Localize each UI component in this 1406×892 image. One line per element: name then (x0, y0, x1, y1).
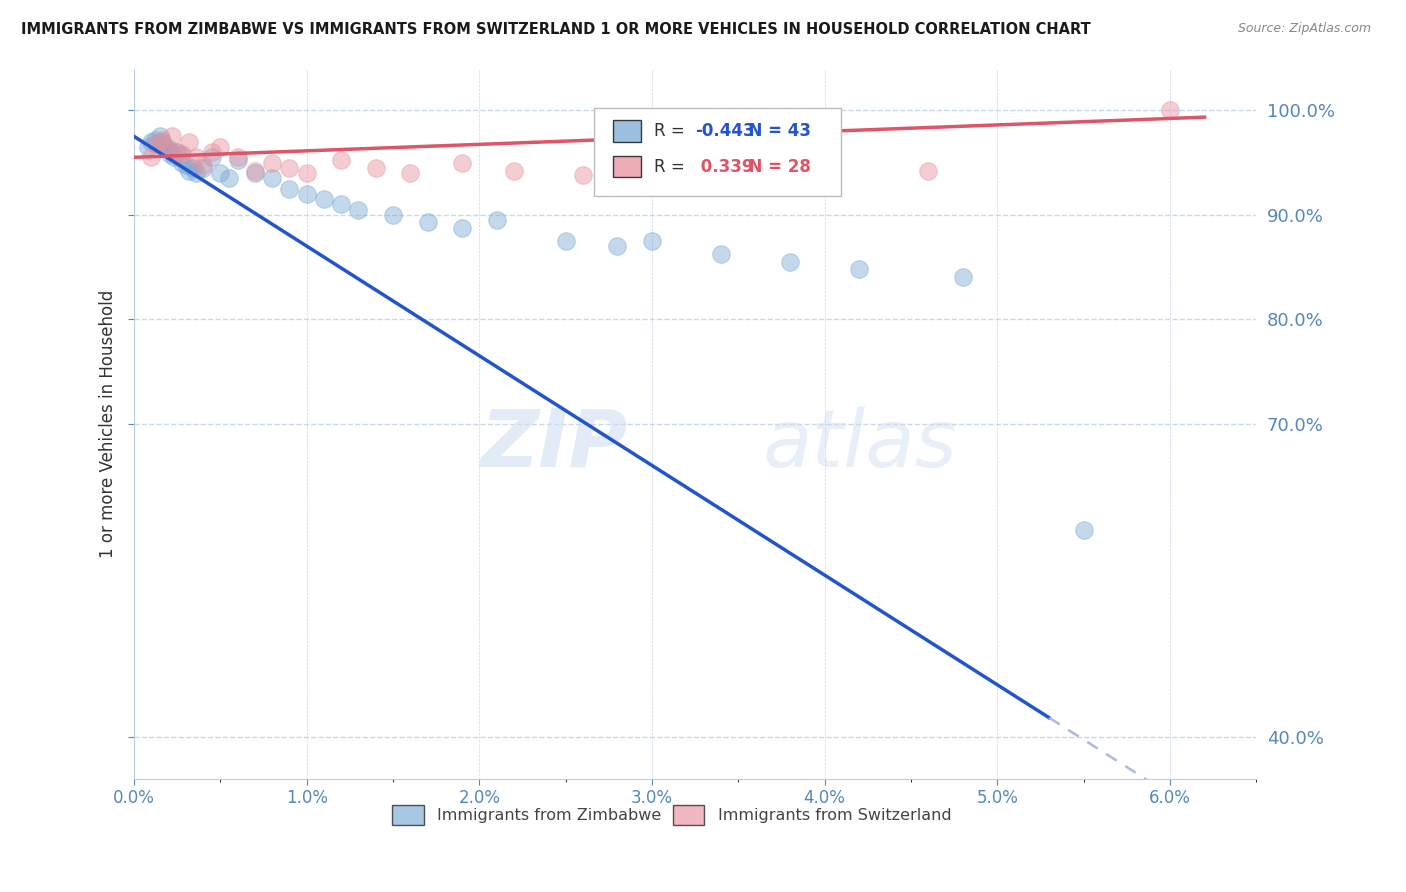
FancyBboxPatch shape (392, 805, 423, 825)
Point (295, 186, 318, 201)
Point (152, 136, 174, 151)
Point (278, 161, 301, 175)
Point (779, 254, 801, 268)
Point (153, 140, 176, 154)
Point (143, 132, 166, 146)
Point (150, 135, 173, 149)
Point (485, 213, 508, 227)
Point (141, 150, 163, 164)
Point (226, 153, 249, 168)
Point (160, 145, 183, 160)
Point (1073, 523, 1095, 537)
Point (347, 202, 370, 217)
Point (201, 150, 224, 164)
Y-axis label: 1 or more Vehicles in Household: 1 or more Vehicles in Household (100, 290, 117, 558)
Point (262, 171, 284, 186)
Point (186, 166, 208, 180)
Point (330, 153, 353, 168)
Point (399, 166, 422, 180)
Point (451, 155, 474, 169)
Point (181, 161, 204, 175)
Text: IMMIGRANTS FROM ZIMBABWE VS IMMIGRANTS FROM SWITZERLAND 1 OR MORE VEHICLES IN HO: IMMIGRANTS FROM ZIMBABWE VS IMMIGRANTS F… (21, 22, 1091, 37)
Point (917, 164, 939, 178)
Point (416, 215, 439, 229)
Point (226, 150, 249, 164)
Point (166, 145, 188, 160)
FancyBboxPatch shape (613, 120, 641, 142)
Point (159, 147, 181, 161)
Text: Immigrants from Zimbabwe: Immigrants from Zimbabwe (437, 807, 661, 822)
Point (848, 262, 870, 277)
Point (172, 155, 194, 169)
Text: R =: R = (654, 158, 690, 176)
Point (149, 129, 172, 144)
Point (382, 208, 405, 222)
Text: Source: ZipAtlas.com: Source: ZipAtlas.com (1237, 22, 1371, 36)
Point (169, 148, 191, 162)
Point (136, 140, 159, 154)
Point (145, 136, 167, 151)
Point (312, 192, 335, 206)
Text: -0.443: -0.443 (695, 122, 755, 140)
Point (814, 150, 837, 164)
Point (172, 147, 194, 161)
Point (243, 164, 266, 178)
Point (156, 142, 179, 156)
Point (157, 142, 180, 156)
Point (209, 166, 232, 180)
Text: ZIP: ZIP (481, 406, 628, 484)
Point (554, 234, 576, 248)
Text: Immigrants from Switzerland: Immigrants from Switzerland (717, 807, 952, 822)
Point (160, 129, 183, 144)
Point (727, 158, 749, 172)
Point (710, 247, 733, 261)
Text: atlas: atlas (762, 406, 957, 484)
FancyBboxPatch shape (672, 805, 704, 825)
Point (641, 150, 664, 164)
Point (952, 270, 974, 285)
Point (451, 221, 474, 235)
Point (179, 164, 201, 178)
FancyBboxPatch shape (613, 156, 641, 178)
Point (209, 140, 232, 154)
Point (641, 234, 664, 248)
Point (174, 158, 197, 172)
Point (163, 150, 186, 164)
Point (295, 166, 318, 180)
Point (330, 197, 353, 211)
Point (278, 181, 301, 195)
Text: 0.339: 0.339 (695, 158, 754, 176)
Point (502, 164, 524, 178)
Point (191, 158, 214, 172)
Point (166, 145, 188, 160)
Text: N = 43: N = 43 (737, 122, 811, 140)
FancyBboxPatch shape (595, 108, 841, 196)
Point (179, 135, 201, 149)
Text: N = 28: N = 28 (737, 158, 811, 176)
Point (262, 155, 284, 169)
Point (243, 166, 266, 180)
Point (150, 132, 173, 146)
Point (186, 150, 208, 164)
Point (364, 161, 387, 175)
Point (606, 239, 628, 253)
Point (141, 135, 163, 149)
Text: R =: R = (654, 122, 690, 140)
Point (201, 145, 224, 160)
Point (191, 161, 214, 175)
Point (1159, 103, 1181, 118)
Point (145, 136, 167, 151)
Point (572, 168, 595, 182)
Point (218, 171, 240, 186)
